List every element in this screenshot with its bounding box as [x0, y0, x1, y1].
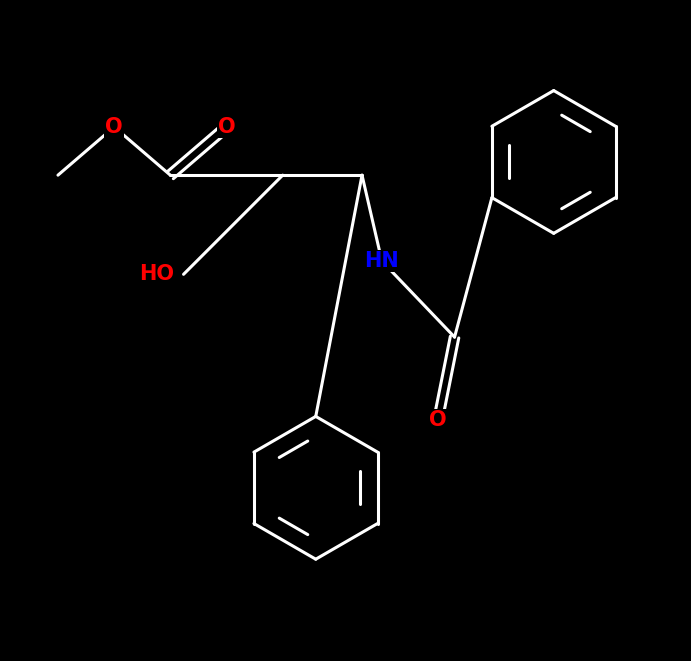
- Text: HN: HN: [364, 251, 399, 271]
- Text: HO: HO: [139, 264, 173, 284]
- Text: O: O: [429, 410, 447, 430]
- Text: O: O: [218, 117, 236, 137]
- Text: O: O: [105, 117, 123, 137]
